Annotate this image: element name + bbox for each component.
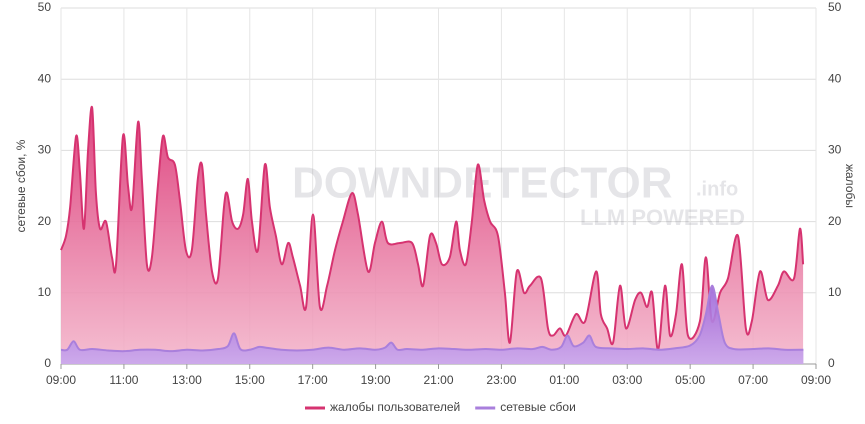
watermark-sub: LLM POWERED xyxy=(580,205,745,230)
line xyxy=(60,105,805,351)
y2-tick-label: 20 xyxy=(828,214,842,228)
y2-tick-label: 50 xyxy=(828,0,842,14)
plot xyxy=(60,105,805,364)
y-tick-label: 10 xyxy=(38,285,52,299)
x-tick-label: 03:00 xyxy=(612,373,642,387)
watermark-suffix: .info xyxy=(696,178,738,200)
y-tick-label: 0 xyxy=(44,356,51,370)
y-axis-label: сетевые сбои, % xyxy=(14,139,28,232)
line xyxy=(60,284,804,353)
x-tick-label: 17:00 xyxy=(298,373,328,387)
y2-axis-label: жалобы xyxy=(843,164,857,208)
x-tick-label: 05:00 xyxy=(675,373,705,387)
x-tick-label: 07:00 xyxy=(738,373,768,387)
x-tick-label: 11:00 xyxy=(109,373,138,387)
y2-tick-label: 10 xyxy=(828,285,842,299)
x-tick-label: 23:00 xyxy=(486,373,516,387)
area xyxy=(61,285,804,364)
y-tick-label: 40 xyxy=(38,71,52,85)
y-tick-label: 20 xyxy=(38,214,52,228)
x-tick-label: 13:00 xyxy=(172,373,202,387)
y-tick-label: 30 xyxy=(38,143,52,157)
legend-label: сетевые сбои xyxy=(500,400,576,414)
legend: жалобы пользователей сетевые сбои xyxy=(305,400,576,414)
y2-tick-label: 40 xyxy=(828,71,842,85)
x-tick-label: 01:00 xyxy=(549,373,579,387)
legend-label: жалобы пользователей xyxy=(330,400,460,414)
x-tick-label: 21:00 xyxy=(423,373,453,387)
y-tick-label: 50 xyxy=(38,0,52,14)
y2-tick-label: 0 xyxy=(828,356,835,370)
x-tick-label: 09:00 xyxy=(46,373,76,387)
watermark: DOWNDETECTOR .info LLM POWERED xyxy=(292,159,745,230)
x-tick-label: 15:00 xyxy=(235,373,265,387)
y2-tick-label: 30 xyxy=(828,143,842,157)
x-tick-label: 19:00 xyxy=(361,373,391,387)
x-tick-label: 09:00 xyxy=(801,373,831,387)
